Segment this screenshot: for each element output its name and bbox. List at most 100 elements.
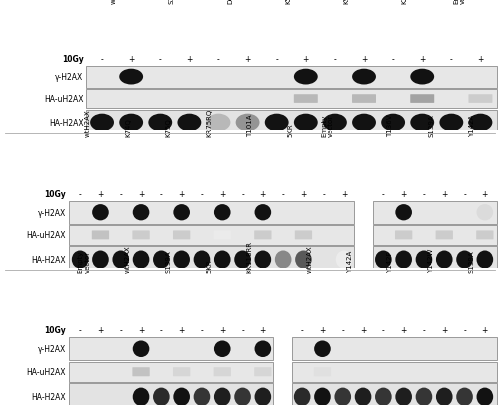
Ellipse shape	[148, 115, 172, 132]
Text: -: -	[79, 326, 82, 335]
Bar	[292, 383, 496, 409]
Ellipse shape	[476, 341, 493, 357]
Text: HA-uH2AX: HA-uH2AX	[26, 231, 66, 240]
Text: 10Gy: 10Gy	[62, 55, 84, 64]
Text: -: -	[200, 190, 203, 199]
Text: K36R: K36R	[402, 0, 407, 4]
Text: -: -	[200, 326, 203, 335]
Text: +: +	[178, 190, 185, 199]
Text: γ-H2AX: γ-H2AX	[38, 208, 66, 217]
Text: 10Gy: 10Gy	[44, 326, 66, 335]
Ellipse shape	[153, 251, 170, 269]
Text: γ-H2AX: γ-H2AX	[55, 73, 84, 82]
Ellipse shape	[314, 341, 331, 357]
Text: -: -	[160, 326, 162, 335]
Text: +: +	[244, 55, 251, 64]
Ellipse shape	[294, 70, 318, 85]
Ellipse shape	[214, 204, 230, 221]
Text: -: -	[217, 55, 220, 64]
Text: wtH2AX: wtH2AX	[306, 245, 312, 272]
Ellipse shape	[92, 251, 109, 269]
FancyBboxPatch shape	[314, 367, 331, 376]
Text: -: -	[322, 190, 325, 199]
Ellipse shape	[334, 388, 351, 406]
Text: HA-uH2AX: HA-uH2AX	[44, 95, 84, 104]
Ellipse shape	[381, 115, 405, 132]
Text: +: +	[300, 190, 306, 199]
Ellipse shape	[275, 251, 291, 269]
Ellipse shape	[92, 204, 109, 221]
Text: +: +	[320, 326, 326, 335]
Text: wtH2AX: wtH2AX	[110, 0, 116, 4]
Ellipse shape	[132, 251, 150, 269]
Bar	[292, 337, 496, 360]
Ellipse shape	[174, 204, 190, 221]
Bar	[373, 247, 496, 273]
Text: -: -	[342, 326, 344, 335]
Ellipse shape	[153, 388, 170, 406]
Text: -: -	[422, 190, 426, 199]
Text: K75Q: K75Q	[166, 118, 172, 137]
Text: wtH2AX: wtH2AX	[125, 245, 131, 272]
Ellipse shape	[214, 251, 230, 269]
Ellipse shape	[90, 115, 114, 132]
Text: +: +	[341, 190, 347, 199]
Ellipse shape	[410, 70, 434, 85]
Text: -: -	[463, 326, 466, 335]
Text: 5KR: 5KR	[206, 258, 212, 272]
Ellipse shape	[194, 251, 210, 269]
FancyBboxPatch shape	[214, 367, 231, 376]
Text: Empty
vector: Empty vector	[78, 249, 90, 272]
Ellipse shape	[119, 115, 143, 132]
Text: T136V: T136V	[388, 115, 394, 137]
Text: Y142W: Y142W	[428, 247, 434, 272]
Ellipse shape	[294, 115, 318, 132]
Text: +: +	[441, 190, 448, 199]
Ellipse shape	[352, 70, 376, 85]
Ellipse shape	[72, 251, 88, 269]
Ellipse shape	[416, 388, 432, 406]
FancyBboxPatch shape	[173, 367, 190, 376]
Text: +: +	[138, 326, 144, 335]
Text: K74Q: K74Q	[125, 118, 131, 137]
Text: -: -	[450, 55, 452, 64]
Bar	[68, 362, 273, 382]
Bar	[68, 247, 354, 273]
Ellipse shape	[119, 70, 143, 85]
Ellipse shape	[375, 251, 392, 269]
Ellipse shape	[396, 204, 412, 221]
Text: -: -	[422, 326, 426, 335]
Text: -: -	[241, 190, 244, 199]
Text: -: -	[241, 326, 244, 335]
Ellipse shape	[214, 341, 230, 357]
FancyBboxPatch shape	[468, 95, 492, 103]
Text: +: +	[441, 326, 448, 335]
Bar	[373, 202, 496, 224]
Ellipse shape	[323, 115, 347, 132]
Bar	[86, 66, 496, 88]
Ellipse shape	[132, 204, 150, 221]
Text: +: +	[478, 55, 484, 64]
Text: +: +	[98, 190, 103, 199]
Ellipse shape	[254, 341, 271, 357]
FancyBboxPatch shape	[295, 231, 312, 240]
Text: T101A: T101A	[246, 115, 252, 137]
Text: HA-H2AX: HA-H2AX	[32, 392, 66, 401]
Ellipse shape	[476, 388, 493, 406]
Ellipse shape	[294, 388, 310, 406]
Text: +: +	[186, 55, 192, 64]
Text: +: +	[361, 55, 367, 64]
Ellipse shape	[295, 251, 312, 269]
Text: 10Gy: 10Gy	[44, 190, 66, 199]
Ellipse shape	[440, 115, 464, 132]
Ellipse shape	[375, 388, 392, 406]
Text: -: -	[382, 326, 384, 335]
Text: Empty
vector: Empty vector	[321, 115, 334, 137]
FancyBboxPatch shape	[132, 231, 150, 240]
Text: -: -	[159, 55, 162, 64]
Text: +: +	[128, 55, 134, 64]
Ellipse shape	[410, 115, 434, 132]
Text: -: -	[382, 190, 384, 199]
FancyBboxPatch shape	[254, 231, 272, 240]
Text: wtH2AX: wtH2AX	[84, 109, 90, 137]
